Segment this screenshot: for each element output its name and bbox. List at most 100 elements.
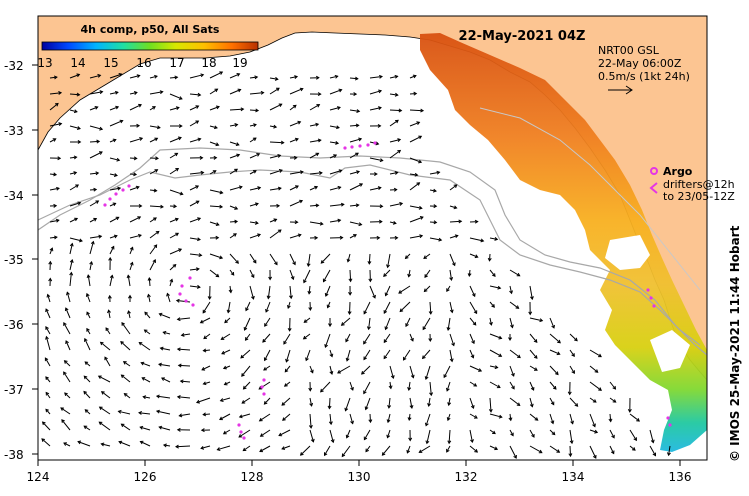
current-arrowhead xyxy=(83,375,88,380)
current-arrowhead xyxy=(77,440,82,445)
x-tick-label: 136 xyxy=(669,470,692,484)
current-arrowhead xyxy=(55,218,60,223)
current-arrow xyxy=(141,362,151,367)
current-arrow xyxy=(341,317,351,326)
current-arrow xyxy=(324,333,331,348)
current-arrow xyxy=(149,217,157,223)
current-arrow xyxy=(329,186,341,191)
argo-dot xyxy=(350,145,354,149)
current-arrowhead xyxy=(436,170,441,175)
y-tick-label: -34 xyxy=(4,189,24,203)
current-arrowhead xyxy=(409,405,414,409)
current-arrow xyxy=(89,189,97,191)
current-arrowhead xyxy=(480,238,485,243)
current-arrow xyxy=(388,397,391,408)
current-arrowhead xyxy=(287,304,291,309)
current-arrowhead xyxy=(242,385,247,390)
current-arrow xyxy=(549,317,555,329)
current-arrowhead xyxy=(387,404,392,409)
current-arrowhead xyxy=(363,356,367,361)
current-arrow xyxy=(341,445,351,457)
current-arrow xyxy=(569,445,571,457)
current-arrow xyxy=(398,285,411,294)
current-arrow xyxy=(63,371,71,383)
current-arrow xyxy=(49,248,53,255)
current-arrow xyxy=(387,413,391,423)
current-arrow xyxy=(289,76,298,79)
argo-dot xyxy=(666,416,670,420)
current-arrowhead xyxy=(383,310,388,314)
current-arrow xyxy=(285,349,291,362)
current-arrowhead xyxy=(567,391,572,396)
current-arrowhead xyxy=(470,405,475,410)
current-arrowhead xyxy=(115,105,120,110)
current-arrowhead xyxy=(265,308,269,313)
current-arrow xyxy=(249,153,260,159)
current-arrow xyxy=(329,219,341,223)
argo-dot xyxy=(373,141,377,145)
current-arrow xyxy=(101,391,111,399)
current-arrowhead xyxy=(264,323,268,327)
current-arrowhead xyxy=(161,377,165,381)
current-arrowhead xyxy=(219,255,224,260)
current-arrow xyxy=(309,152,319,159)
current-arrowhead xyxy=(377,186,382,190)
current-arrow xyxy=(163,331,171,335)
current-arrow xyxy=(305,349,311,361)
current-arrowhead xyxy=(432,188,437,193)
current-arrow xyxy=(389,202,403,207)
current-arrowhead xyxy=(345,434,350,439)
current-arrowhead xyxy=(116,157,121,162)
current-arrow xyxy=(469,381,477,387)
current-arrow xyxy=(109,202,116,207)
current-arrow xyxy=(408,413,411,421)
current-arrow xyxy=(509,301,519,309)
current-arrow xyxy=(109,246,115,255)
current-arrowhead xyxy=(574,403,579,407)
current-arrowhead xyxy=(154,169,159,173)
current-arrow xyxy=(361,365,371,375)
current-arrow xyxy=(169,232,179,239)
current-arrow xyxy=(369,187,381,191)
current-arrowhead xyxy=(240,354,245,359)
current-arrowhead xyxy=(428,310,433,315)
current-arrow xyxy=(349,413,354,424)
current-arrow xyxy=(169,218,179,223)
current-arrowhead xyxy=(226,309,231,314)
current-arrow xyxy=(449,349,453,362)
current-arrowhead xyxy=(105,327,110,332)
current-arrowhead xyxy=(539,318,544,323)
current-arrow xyxy=(189,253,202,256)
current-arrowhead xyxy=(592,423,596,428)
current-arrowhead xyxy=(295,185,299,189)
current-arrow xyxy=(63,442,71,447)
current-arrowhead xyxy=(358,137,363,142)
current-arrow xyxy=(229,168,238,175)
current-arrowhead xyxy=(386,264,390,269)
current-arrowhead xyxy=(66,291,70,296)
current-arrow xyxy=(229,205,238,210)
current-arrowhead xyxy=(508,337,512,341)
current-arrow xyxy=(349,109,360,112)
current-arrowhead xyxy=(407,273,412,278)
current-arrowhead xyxy=(236,153,241,158)
current-arrowhead xyxy=(405,323,409,328)
current-arrowhead xyxy=(367,260,372,265)
current-arrow xyxy=(549,397,555,405)
current-arrowhead xyxy=(197,92,202,97)
current-arrow xyxy=(569,413,574,424)
current-arrowhead xyxy=(127,294,132,299)
current-arrow xyxy=(409,397,413,409)
colorbar-gradient xyxy=(41,41,259,51)
current-arrow xyxy=(569,397,578,407)
current-arrowhead xyxy=(221,350,226,355)
current-arrowhead xyxy=(79,238,83,243)
current-arrowhead xyxy=(214,88,219,93)
current-arrow xyxy=(264,317,271,327)
current-arrowhead xyxy=(326,304,331,309)
current-arrowhead xyxy=(398,108,403,113)
current-arrowhead xyxy=(449,358,454,363)
current-arrow xyxy=(549,413,554,424)
current-arrow xyxy=(49,76,57,79)
current-arrow xyxy=(309,429,314,442)
